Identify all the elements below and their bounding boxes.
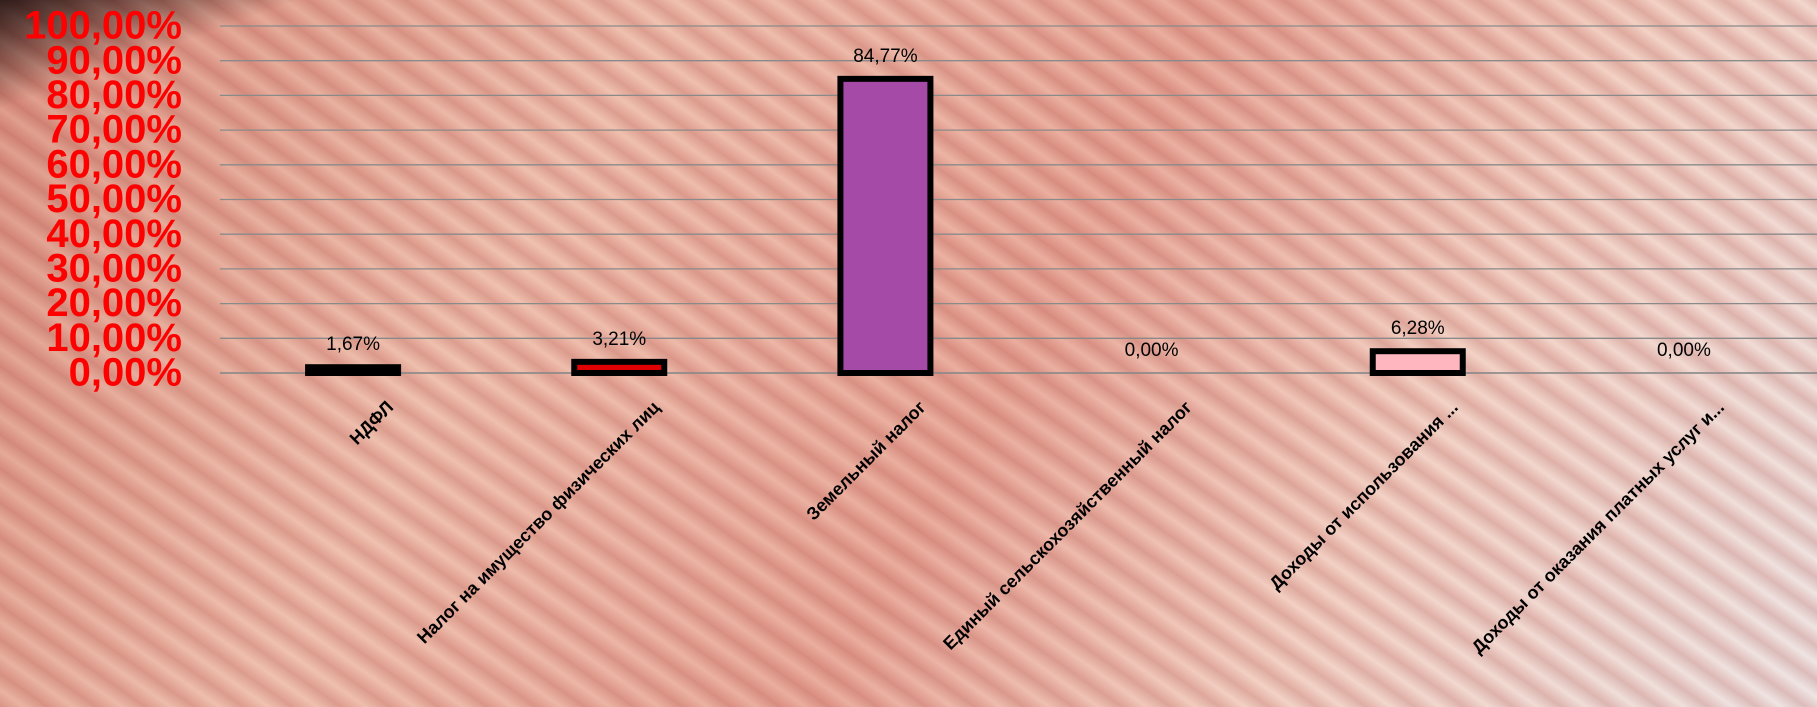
value-label: 0,00% [1657, 340, 1711, 361]
x-tick-label: Доходы от использования ... [1265, 397, 1461, 593]
x-tick-label: Налог на имущество физических лиц [413, 397, 663, 647]
value-label: 0,00% [1125, 340, 1179, 361]
x-tick-label: НДФЛ [346, 397, 398, 449]
chart: 0,00%10,00%20,00%30,00%40,00%50,00%60,00… [0, 0, 1817, 707]
value-label: 1,67% [326, 334, 380, 355]
value-label: 3,21% [592, 329, 646, 350]
value-label: 84,77% [853, 46, 918, 67]
x-tick-label: Единый сельскохозяйственный налог [939, 397, 1196, 654]
bar [308, 367, 398, 373]
x-tick-label: Доходы от оказания платных услуг и... [1468, 397, 1728, 657]
x-tick-label: Земельный налог [802, 397, 929, 524]
y-tick-label: 100,00% [24, 4, 182, 48]
bar [840, 79, 930, 373]
bar [1373, 351, 1463, 373]
bar [574, 362, 664, 373]
page: 0,00%10,00%20,00%30,00%40,00%50,00%60,00… [0, 0, 1817, 707]
value-label: 6,28% [1391, 318, 1445, 339]
